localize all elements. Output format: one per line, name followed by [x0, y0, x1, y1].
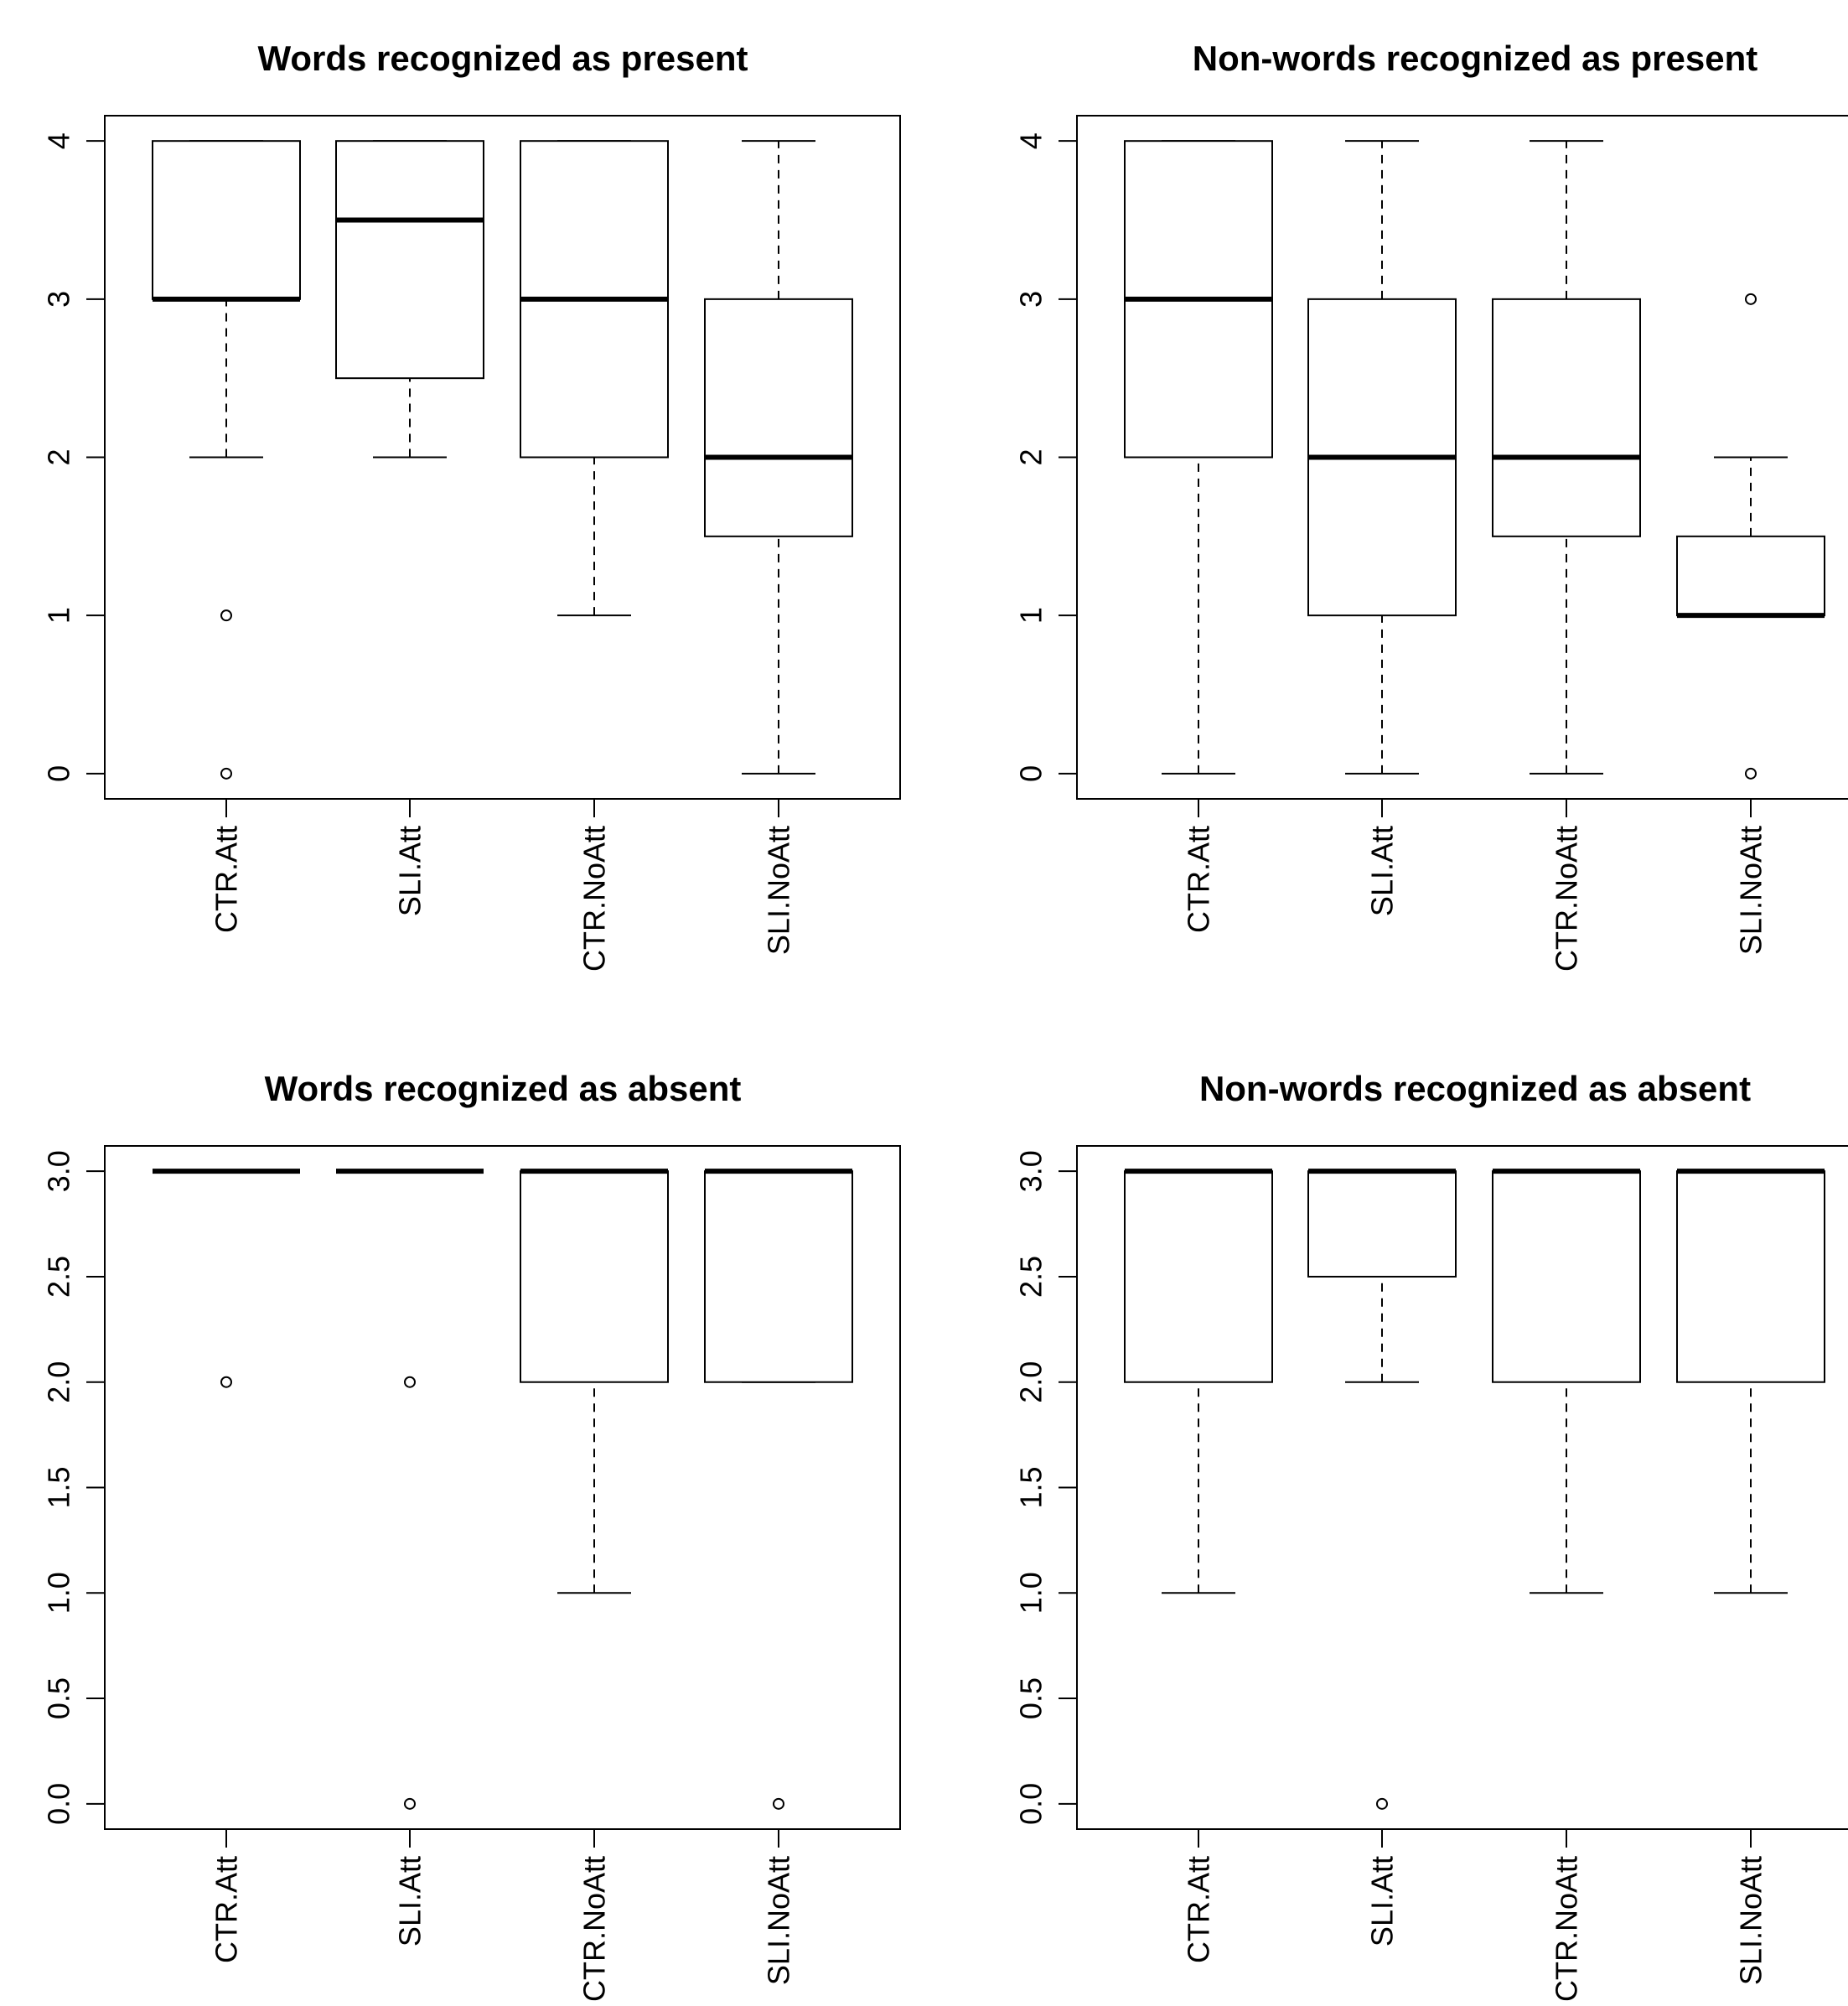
outlier-point	[220, 1376, 232, 1388]
box-ctr-att	[1124, 1169, 1273, 1594]
y-tick-label: 0.5	[42, 1677, 76, 1719]
chart-panel-1: Words recognized as present 0 1 2 3 4 CTR.Att S…	[42, 39, 901, 972]
box-sli-att	[1307, 1169, 1457, 1810]
x-tick-label-sli-att: SLI.Att	[393, 1856, 427, 1946]
y-tick-label: 1	[42, 607, 76, 624]
box-ctr-att	[1124, 140, 1273, 775]
box-ctr-noatt	[520, 1169, 669, 1594]
outlier-point	[220, 609, 232, 622]
x-tick-label-ctr-att: CTR.Att	[1182, 826, 1216, 933]
box-sli-att	[1307, 140, 1457, 775]
iqr-box	[1124, 1170, 1273, 1383]
outlier-point	[1376, 1797, 1388, 1810]
iqr-box	[1307, 1170, 1457, 1278]
y-tick-label: 3.0	[42, 1150, 76, 1192]
y-tick-label: 2	[42, 448, 76, 465]
y-tick-label: 1.0	[1014, 1572, 1048, 1614]
y-tick-label: 1.0	[42, 1572, 76, 1614]
y-tick-label: 3	[1014, 291, 1048, 308]
box-ctr-att	[152, 140, 301, 780]
iqr-box	[152, 140, 301, 300]
y-tick-label: 1	[1014, 607, 1048, 624]
iqr-box	[1492, 1170, 1641, 1383]
y-tick-label: 2.0	[1014, 1361, 1048, 1403]
x-tick-label-ctr-noatt: CTR.NoAtt	[1550, 826, 1584, 972]
x-tick-label-ctr-att: CTR.Att	[1182, 1856, 1216, 1963]
iqr-box	[335, 140, 484, 380]
x-tick-label-ctr-noatt: CTR.NoAtt	[577, 1856, 612, 2002]
x-tick-label-ctr-noatt: CTR.NoAtt	[1550, 1856, 1584, 2002]
x-tick-label-sli-noatt: SLI.NoAtt	[1734, 1856, 1768, 1985]
chart-panel-4: Non-words recognized as absent 0.0 0.5 1.0 1…	[1014, 1069, 1848, 2002]
y-tick-label: 2.5	[42, 1256, 76, 1298]
iqr-box	[704, 298, 853, 537]
y-tick-label: 1.5	[1014, 1466, 1048, 1508]
chart-panel-3: Words recognized as absent 0.0 0.5 1.0 1.5 2.…	[42, 1069, 901, 2002]
iqr-box	[520, 1170, 669, 1383]
chart-title: Words recognized as present	[257, 39, 748, 78]
y-tick-label: 2.0	[42, 1361, 76, 1403]
box-ctr-noatt	[520, 140, 669, 617]
box-sli-noatt	[704, 1169, 853, 1810]
y-tick-label: 4	[42, 132, 76, 149]
y-tick-label: 1.5	[42, 1466, 76, 1508]
box-sli-noatt	[1676, 293, 1825, 780]
x-tick-label-ctr-att: CTR.Att	[210, 826, 244, 933]
y-tick-label: 0	[42, 765, 76, 782]
outlier-point	[773, 1797, 784, 1810]
chart-title: Words recognized as absent	[265, 1069, 742, 1108]
y-tick-label: 2.5	[1014, 1256, 1048, 1298]
iqr-box	[704, 1170, 853, 1383]
y-tick-label: 2	[1014, 448, 1048, 465]
x-tick-label-sli-noatt: SLI.NoAtt	[762, 826, 796, 955]
x-tick-label-sli-noatt: SLI.NoAtt	[762, 1856, 796, 1985]
iqr-box	[1492, 298, 1641, 537]
chart-title: Non-words recognized as absent	[1199, 1069, 1751, 1108]
x-tick-label-sli-att: SLI.Att	[393, 826, 427, 916]
box-ctr-att	[153, 1169, 300, 1388]
box-sli-att	[336, 1169, 484, 1810]
chart-panel-2: Non-words recognized as present 0 1 2 3 4 CTR.…	[1014, 39, 1848, 972]
x-tick-label-ctr-noatt: CTR.NoAtt	[577, 826, 612, 972]
x-tick-label-sli-noatt: SLI.NoAtt	[1734, 826, 1768, 955]
chart-title: Non-words recognized as present	[1193, 39, 1757, 78]
outlier-point	[220, 767, 232, 780]
y-tick-label: 0.5	[1014, 1677, 1048, 1719]
x-tick-label-ctr-att: CTR.Att	[210, 1856, 244, 1963]
outlier-point	[404, 1797, 416, 1810]
y-tick-label: 0	[1014, 765, 1048, 782]
iqr-box	[1676, 1170, 1825, 1383]
box-sli-noatt	[1676, 1169, 1825, 1594]
box-ctr-noatt	[1492, 140, 1641, 775]
y-tick-label: 3.0	[1014, 1150, 1048, 1192]
y-tick-label: 0.0	[42, 1783, 76, 1825]
box-ctr-noatt	[1492, 1169, 1641, 1594]
iqr-box	[1676, 535, 1825, 617]
outlier-point	[404, 1376, 416, 1388]
x-tick-label-sli-att: SLI.Att	[1365, 1856, 1400, 1946]
box-sli-att	[335, 140, 484, 459]
x-tick-label-sli-att: SLI.Att	[1365, 826, 1400, 916]
y-tick-label: 4	[1014, 132, 1048, 149]
y-tick-label: 0.0	[1014, 1783, 1048, 1825]
outlier-point	[1745, 293, 1757, 305]
box-sli-noatt	[704, 140, 853, 775]
outlier-point	[1745, 767, 1757, 780]
y-tick-label: 3	[42, 291, 76, 308]
